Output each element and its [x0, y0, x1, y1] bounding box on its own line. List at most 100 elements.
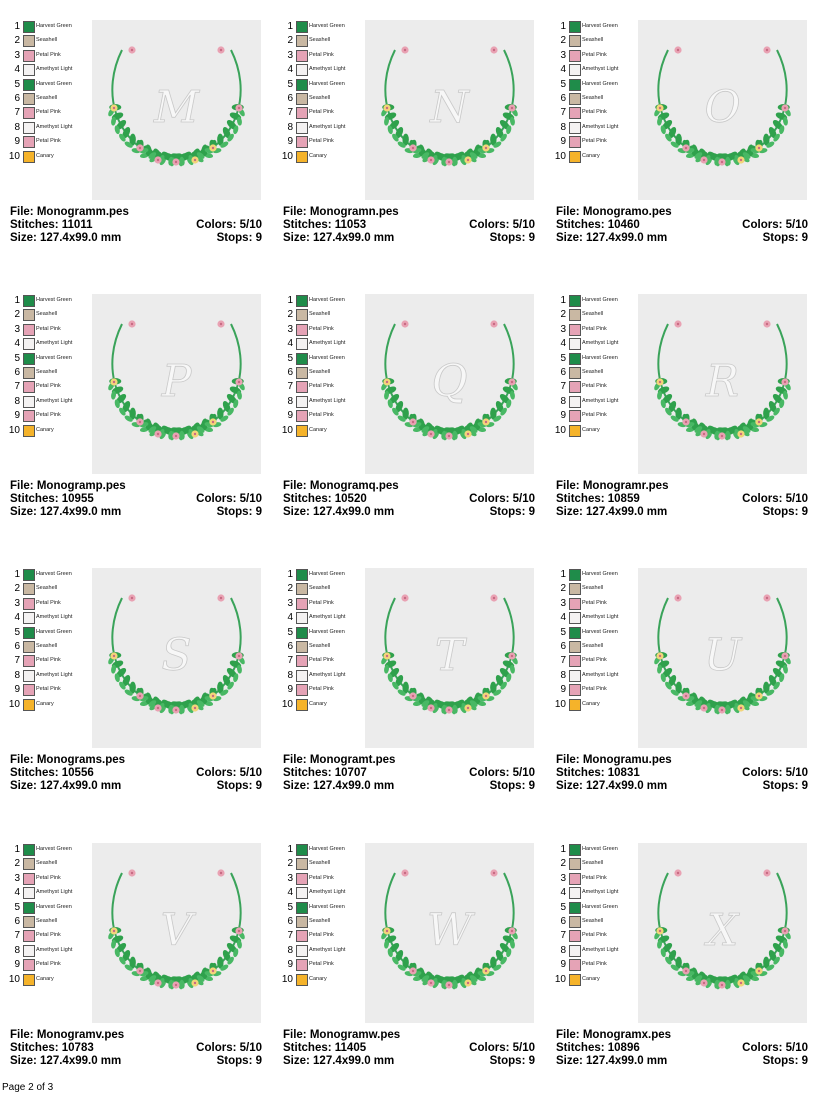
leaf	[691, 967, 698, 980]
palette-number: 2	[560, 858, 566, 870]
flower-center	[193, 981, 197, 985]
design-size: Size: 127.4x99.0 mm	[283, 506, 395, 518]
leaf	[468, 155, 477, 163]
leaf	[195, 978, 204, 986]
info-line: Size: 127.4x99.0 mm Stops: 9	[10, 506, 262, 519]
palette-color-name: Canary	[36, 700, 54, 707]
stitch-count: Stitches: 10460	[556, 219, 640, 231]
color-swatch	[569, 150, 581, 163]
leaf	[179, 704, 185, 714]
palette-number: 2	[560, 35, 566, 47]
color-swatch	[23, 309, 35, 322]
leaf	[506, 125, 512, 135]
leaf	[395, 400, 404, 413]
design-info: File: Monogramm.pes Stitches: 11011 Colors…	[10, 206, 262, 245]
design-card: 1 Harvest Green 2 Seashell 3 Petal Pink 4 Ameth…	[9, 843, 262, 1083]
leaf	[421, 426, 430, 433]
palette-row: 5 Harvest Green	[283, 626, 365, 640]
leaf	[452, 979, 458, 989]
color-swatch	[23, 424, 35, 437]
palette-number: 5	[287, 78, 293, 90]
flower-center	[676, 596, 680, 600]
palette-number: 10	[281, 698, 293, 710]
leaf	[490, 956, 497, 969]
leaf	[220, 689, 229, 696]
leaf	[662, 667, 673, 678]
color-swatch	[296, 915, 308, 928]
color-swatch	[569, 583, 581, 596]
leaf	[783, 939, 788, 949]
palette-number: 6	[287, 640, 293, 652]
palette-row: 10 Canary	[555, 424, 638, 438]
palette-row: 4 Amethyst Light	[556, 611, 638, 625]
color-swatch	[23, 323, 35, 336]
palette-number: 2	[14, 35, 20, 47]
leaf	[732, 157, 740, 166]
palette-color-name: Harvest Green	[36, 903, 72, 910]
palette-color-name: Amethyst Light	[36, 340, 73, 347]
palette-number: 2	[14, 309, 20, 321]
color-swatch	[23, 410, 35, 423]
leaf	[657, 390, 662, 400]
palette-number: 9	[560, 684, 566, 696]
info-line: File: Monogramo.pes	[556, 206, 808, 219]
palette-color-name: Seashell	[36, 860, 58, 867]
palette-number: 6	[287, 915, 293, 927]
color-count: Colors: 5/10	[469, 219, 535, 231]
design-info: File: Monogramo.pes Stitches: 10460 Colors…	[556, 206, 808, 245]
design-info: File: Monogramq.pes Stitches: 10520 Colors…	[283, 480, 535, 519]
color-swatch	[569, 395, 581, 408]
leaf	[662, 119, 673, 130]
leaf	[468, 703, 477, 711]
palette-color-name: Seashell	[582, 311, 604, 318]
color-swatch	[569, 121, 581, 134]
leaf	[469, 426, 478, 433]
leaf	[402, 407, 409, 420]
flower-center	[510, 380, 514, 384]
design-info: File: Monogramu.pes Stitches: 10831 Colors…	[556, 754, 808, 793]
flower-center	[466, 706, 470, 710]
leaf	[149, 978, 158, 986]
flower-center	[429, 981, 433, 985]
leaf	[227, 133, 234, 142]
flower-center	[466, 432, 470, 436]
palette-number: 10	[8, 150, 20, 162]
palette-color-name: Amethyst Light	[309, 671, 346, 678]
leaf	[506, 948, 512, 958]
wreath-monogram-image: P	[108, 320, 245, 441]
leaf	[387, 673, 393, 683]
monogram-letter: M	[153, 82, 200, 133]
flower-center	[757, 146, 761, 150]
leaf	[129, 133, 136, 146]
leaf	[168, 430, 174, 440]
design-card: 1 Harvest Green 2 Seashell 3 Petal Pink 4 Ameth…	[282, 843, 535, 1083]
leaf	[119, 956, 126, 965]
leaf	[725, 430, 731, 440]
stop-count: Stops: 9	[216, 506, 262, 518]
palette-color-name: Petal Pink	[36, 932, 61, 939]
palette-color-name: Seashell	[582, 917, 604, 924]
leaf	[773, 681, 780, 690]
flower-center	[447, 983, 451, 987]
palette-number: 1	[287, 844, 293, 855]
leaf	[474, 418, 481, 431]
palette-number: 2	[560, 309, 566, 321]
design-size: Size: 127.4x99.0 mm	[556, 506, 668, 518]
palette-color-name: Amethyst Light	[36, 66, 73, 73]
palette-color-name: Petal Pink	[309, 932, 334, 939]
leaf	[468, 429, 477, 437]
leaf	[392, 407, 399, 416]
leaf	[741, 703, 750, 711]
color-count: Colors: 5/10	[469, 493, 535, 505]
leaf	[772, 942, 783, 953]
palette-color-name: Canary	[582, 426, 600, 433]
stop-count: Stops: 9	[216, 780, 262, 792]
info-line: Size: 127.4x99.0 mm Stops: 9	[10, 1055, 262, 1068]
leaf	[732, 980, 740, 989]
color-swatch	[23, 597, 35, 610]
palette-number: 6	[560, 92, 566, 104]
leaf	[741, 978, 750, 986]
palette-number: 8	[287, 944, 293, 956]
palette-row: 5 Harvest Green	[10, 352, 92, 366]
embroidery-preview: N	[365, 20, 534, 200]
